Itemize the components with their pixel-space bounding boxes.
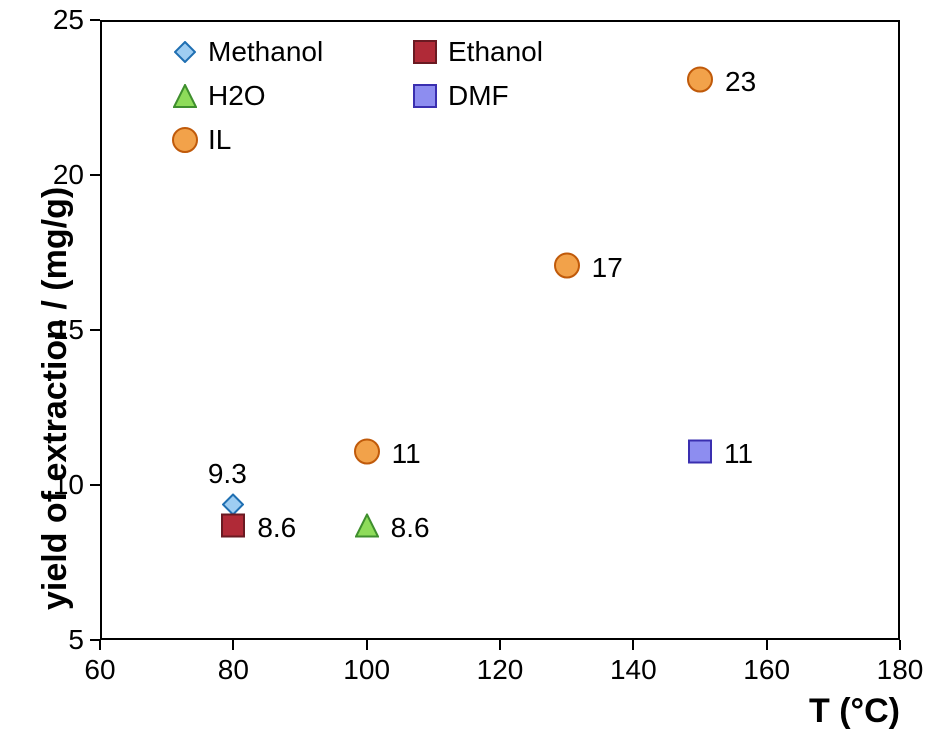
ethanol-marker-icon — [410, 37, 440, 67]
x-tick — [99, 640, 101, 650]
x-tick-label: 100 — [343, 654, 390, 686]
x-tick — [366, 640, 368, 650]
data-label: 17 — [592, 252, 623, 284]
x-tick — [232, 640, 234, 650]
data-label: 9.3 — [208, 458, 247, 490]
legend-item-il: IL — [170, 124, 231, 156]
y-tick-label: 5 — [68, 624, 84, 656]
data-label: 11 — [724, 438, 753, 470]
scatter-chart: 6080100120140160180510152025T (°C)yield … — [0, 0, 932, 728]
x-tick-label: 60 — [84, 654, 115, 686]
data-marker-dmf — [688, 440, 712, 469]
data-label: 23 — [725, 66, 756, 98]
legend-item-h2o: H2O — [170, 80, 266, 112]
legend-item-methanol: Methanol — [170, 36, 323, 68]
x-tick-label: 140 — [610, 654, 657, 686]
y-tick — [90, 484, 100, 486]
legend-label: Ethanol — [448, 36, 543, 68]
x-axis-title: T (°C) — [809, 692, 900, 731]
y-tick — [90, 329, 100, 331]
x-tick — [766, 640, 768, 650]
legend-label: Methanol — [208, 36, 323, 68]
data-marker-il — [354, 439, 380, 470]
x-tick-label: 160 — [743, 654, 790, 686]
plot-area — [100, 20, 900, 640]
data-label: 8.6 — [257, 512, 296, 544]
data-marker-il — [554, 253, 580, 284]
y-tick — [90, 19, 100, 21]
data-label: 11 — [392, 438, 421, 470]
il-marker-icon — [170, 125, 200, 155]
x-tick-label: 120 — [477, 654, 524, 686]
data-marker-il — [687, 67, 713, 98]
legend-label: H2O — [208, 80, 266, 112]
x-tick — [899, 640, 901, 650]
x-tick — [632, 640, 634, 650]
data-label: 8.6 — [391, 512, 430, 544]
legend-item-dmf: DMF — [410, 80, 509, 112]
x-tick-label: 80 — [218, 654, 249, 686]
dmf-marker-icon — [410, 81, 440, 111]
data-marker-ethanol — [221, 514, 245, 543]
y-tick — [90, 174, 100, 176]
methanol-marker-icon — [170, 37, 200, 67]
x-tick — [499, 640, 501, 650]
legend-item-ethanol: Ethanol — [410, 36, 543, 68]
legend-label: DMF — [448, 80, 509, 112]
y-tick-label: 25 — [53, 4, 84, 36]
legend-label: IL — [208, 124, 231, 156]
y-tick — [90, 639, 100, 641]
x-tick-label: 180 — [877, 654, 924, 686]
data-marker-h2o — [355, 514, 379, 543]
plot-border — [100, 20, 900, 640]
y-axis-title: yield of extraction / (mg/g) — [36, 187, 75, 610]
h2o-marker-icon — [170, 81, 200, 111]
